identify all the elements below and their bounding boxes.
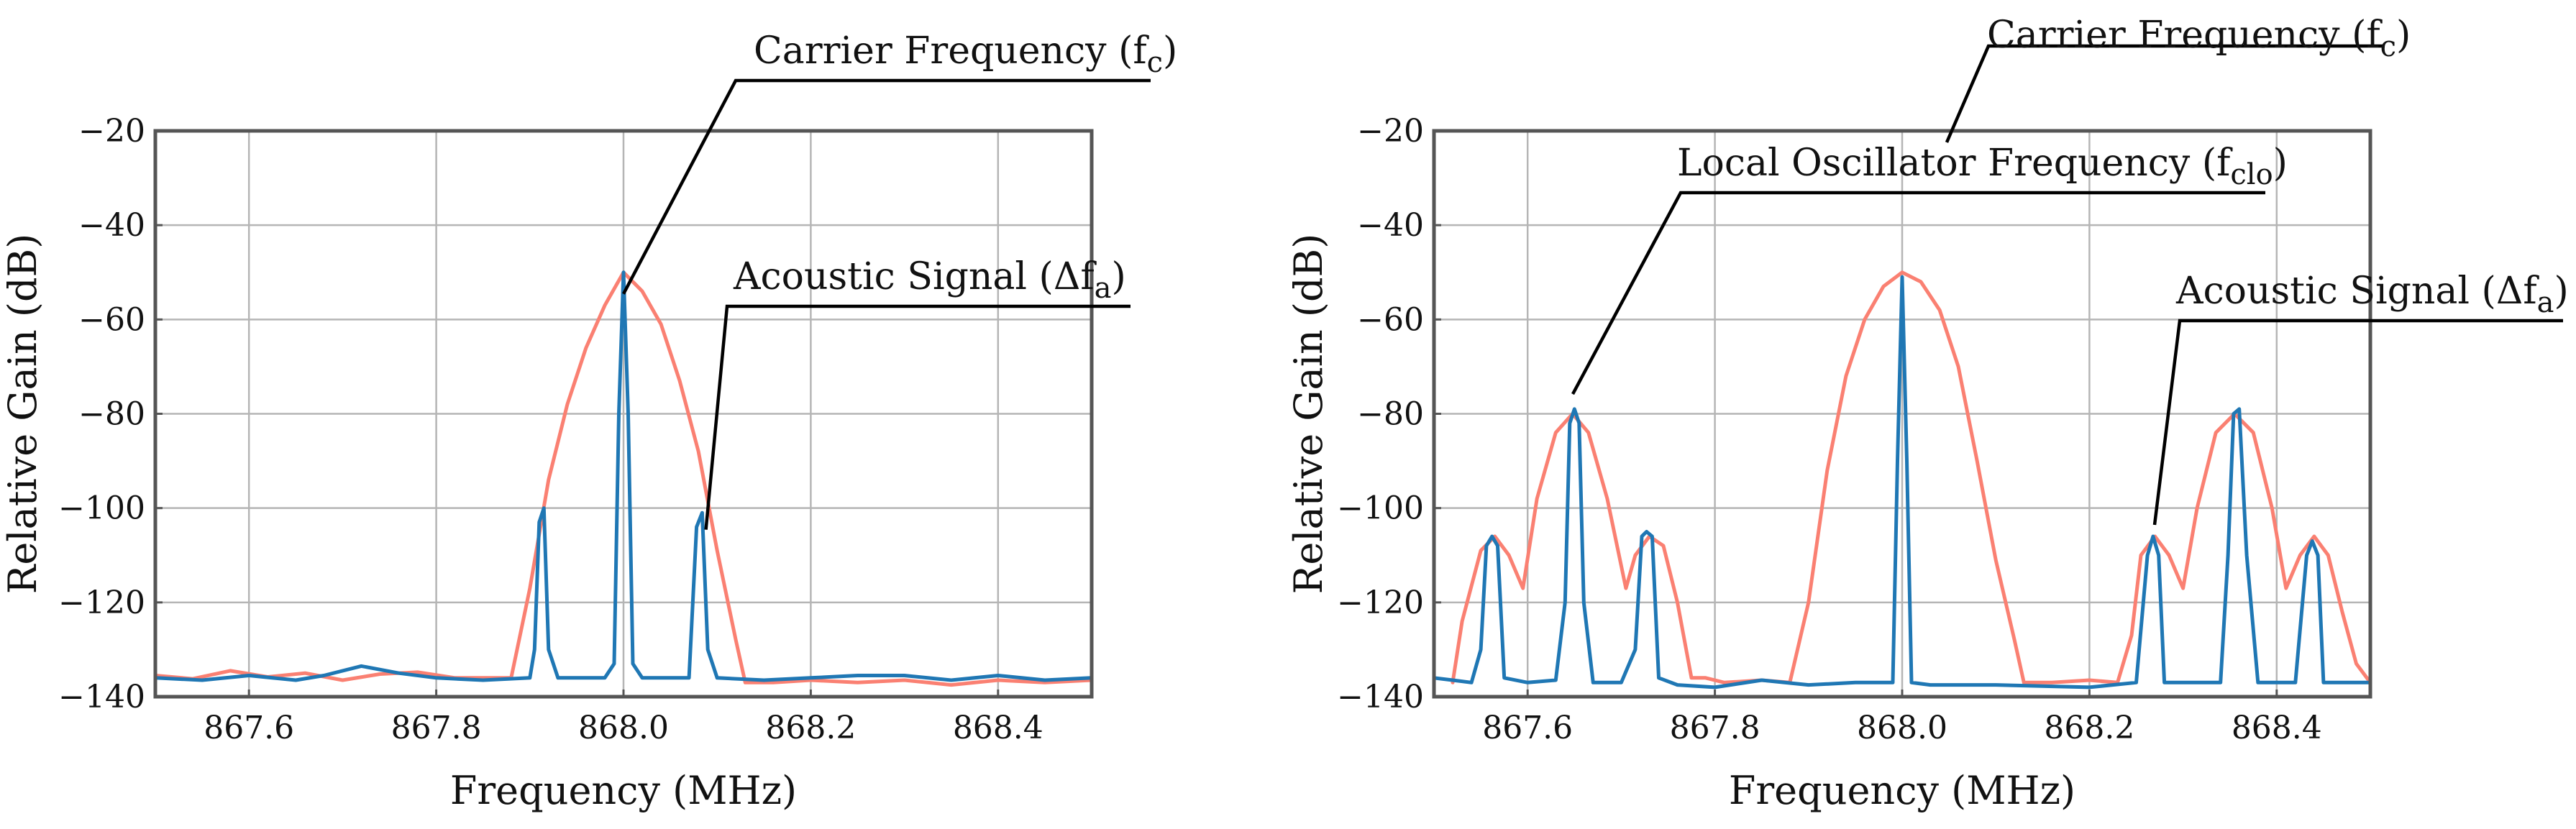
y-tick-label: −20 [1357,113,1424,150]
series-envelope-line [1451,270,2370,684]
y-tick-label: −40 [1357,207,1424,244]
annotation-leader-line [704,304,1131,530]
annotation-leader-line [2152,319,2563,526]
annotation-label: Carrier Frequency (fc) [754,29,1177,79]
y-tick-label: −80 [78,396,145,433]
x-axis-label: Frequency (MHz) [1729,768,2075,813]
x-tick-label: 868.0 [1857,710,1947,746]
annotation-label: Local Oscillator Frequency (fclo) [1677,142,2288,191]
y-tick-label: −140 [58,679,145,715]
x-axis-label: Frequency (MHz) [450,768,797,813]
annotation-leader-line [622,78,1151,295]
x-tick-label: 868.4 [953,710,1043,746]
annotation-label: Acoustic Signal (Δfa) [733,255,1126,305]
annotation-leader-line [1571,191,2265,395]
x-tick-label: 868.0 [578,710,669,746]
x-tick-label: 867.6 [1482,710,1573,746]
x-tick-label: 868.2 [765,710,856,746]
y-axis-label: Relative Gain (dB) [1286,234,1331,595]
y-tick-label: −80 [1357,396,1424,433]
y-tick-label: −100 [58,490,145,527]
y-tick-label: −100 [1337,490,1424,527]
y-tick-label: −120 [58,585,145,621]
annotation-leader-line [1945,44,2385,143]
series-envelope-line [155,270,1092,687]
y-tick-label: −60 [78,301,145,338]
x-tick-label: 867.8 [1670,710,1760,746]
x-tick-label: 867.6 [204,710,294,746]
annotation-label: Carrier Frequency (fc) [1987,14,2411,63]
y-axis-label: Relative Gain (dB) [0,234,45,595]
x-tick-label: 868.4 [2232,710,2322,746]
x-tick-label: 867.8 [391,710,482,746]
annotation-label: Acoustic Signal (Δfa) [2175,270,2569,319]
y-tick-label: −20 [78,113,145,150]
x-tick-label: 868.2 [2044,710,2134,746]
y-tick-label: −120 [1337,585,1424,621]
y-tick-label: −60 [1357,301,1424,338]
left-chart-panel: 867.6 867.8 868.0 868.2 868.4 −20 −40 −60 −80 −10… [0,29,1177,813]
y-tick-label: −40 [78,207,145,244]
y-tick-label: −140 [1337,679,1424,715]
series-measured-line [1434,275,2370,690]
right-chart-panel: 867.6 867.8 868.0 868.2 868.4 −20 −40 −60 −80 −10… [1286,14,2569,813]
series-measured-line [155,270,1092,682]
